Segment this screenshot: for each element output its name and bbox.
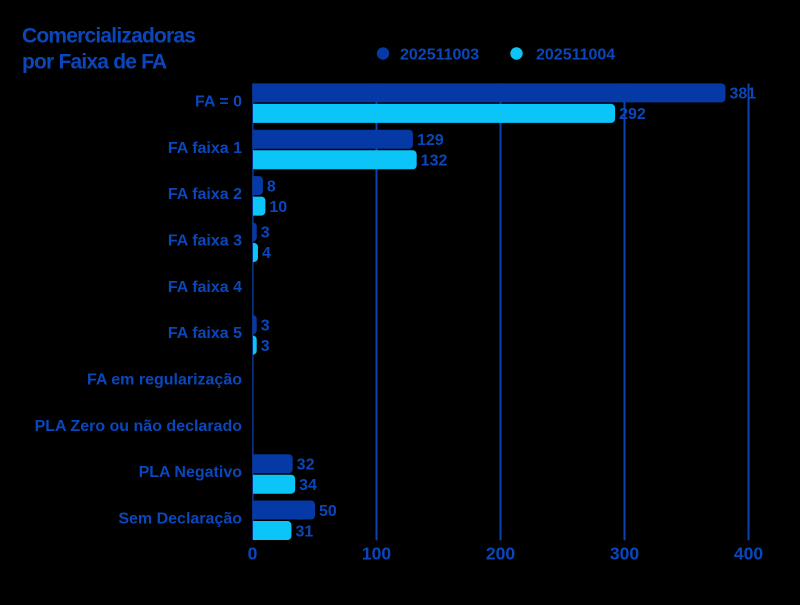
svg-text:100: 100	[362, 544, 391, 564]
svg-text:FA em regularização: FA em regularização	[87, 372, 242, 389]
svg-text:FA = 0: FA = 0	[195, 93, 242, 110]
svg-text:132: 132	[421, 152, 448, 169]
svg-text:300: 300	[610, 544, 639, 564]
svg-text:381: 381	[729, 86, 756, 103]
svg-text:400: 400	[734, 544, 763, 564]
svg-text:por Faixa de FA: por Faixa de FA	[22, 51, 167, 74]
svg-text:129: 129	[417, 132, 444, 149]
svg-text:4: 4	[262, 245, 271, 262]
svg-text:292: 292	[619, 106, 646, 123]
svg-text:FA faixa 1: FA faixa 1	[168, 140, 242, 157]
svg-text:Comercializadoras: Comercializadoras	[22, 25, 195, 48]
svg-text:PLA Zero ou não declarado: PLA Zero ou não declarado	[35, 418, 243, 435]
svg-text:34: 34	[299, 477, 317, 494]
svg-text:0: 0	[248, 544, 258, 564]
svg-text:Sem Declaração: Sem Declaração	[118, 511, 242, 528]
svg-text:31: 31	[295, 523, 313, 540]
svg-text:FA faixa 4: FA faixa 4	[168, 279, 242, 296]
svg-text:32: 32	[297, 456, 315, 473]
svg-text:3: 3	[261, 317, 270, 334]
svg-text:202511003: 202511003	[400, 46, 479, 63]
svg-text:202511004: 202511004	[536, 46, 615, 63]
svg-text:PLA Negativo: PLA Negativo	[139, 464, 243, 481]
svg-text:FA faixa 2: FA faixa 2	[168, 186, 242, 203]
svg-text:200: 200	[486, 544, 515, 564]
svg-text:3: 3	[261, 225, 270, 242]
svg-text:FA faixa 5: FA faixa 5	[168, 325, 242, 342]
svg-text:50: 50	[319, 503, 337, 520]
svg-text:FA faixa 3: FA faixa 3	[168, 232, 242, 249]
svg-text:3: 3	[261, 338, 270, 355]
svg-text:8: 8	[267, 178, 276, 195]
svg-text:10: 10	[269, 199, 287, 216]
